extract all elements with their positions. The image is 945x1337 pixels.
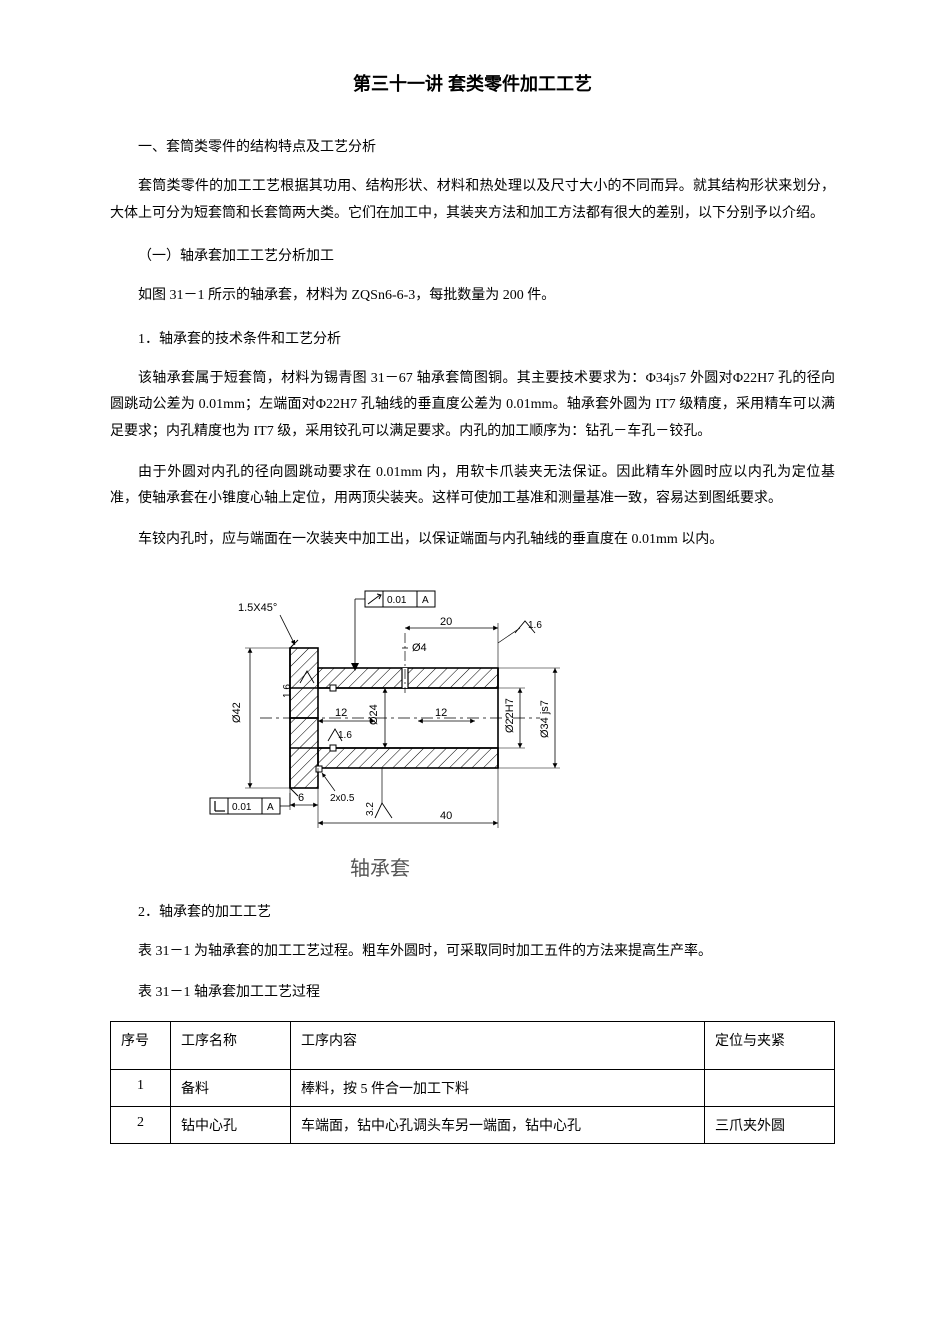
sf-1.6-lower: 1.6: [328, 729, 352, 741]
dim-d4: Ø4: [412, 642, 427, 654]
paragraph-table-ref: 表 31－1 为轴承套的加工工艺过程。粗车外圆时，可采取同时加工五件的方法来提高…: [110, 939, 835, 966]
svg-text:A: A: [267, 802, 274, 813]
dim-d24: Ø24: [368, 705, 380, 726]
cell-name: 钻中心孔: [171, 1106, 291, 1143]
svg-text:A: A: [422, 595, 429, 606]
dim-20: 20: [440, 616, 452, 628]
heading-3: 1．轴承套的技术条件和工艺分析: [110, 328, 835, 348]
heading-4: 2．轴承套的加工工艺: [110, 901, 835, 921]
paragraph-tech-2: 由于外圆对内孔的径向圆跳动要求在 0.01mm 内，用软卡爪装夹无法保证。因此精…: [110, 460, 835, 513]
label-chamfer: 1.5X45°: [238, 602, 277, 614]
table-header-row: 序号 工序名称 工序内容 定位与夹紧: [111, 1021, 835, 1069]
dim-groove: 2x0.5: [330, 793, 355, 804]
diagram-caption: 轴承套: [350, 852, 835, 881]
dim-40: 40: [440, 810, 452, 822]
cell-content: 车端面，钻中心孔调头车另一端面，钻中心孔: [291, 1106, 705, 1143]
svg-text:1.6: 1.6: [282, 684, 293, 698]
cell-fix: 三爪夹外圆: [705, 1106, 835, 1143]
dim-12b: 12: [435, 707, 447, 719]
process-table: 序号 工序名称 工序内容 定位与夹紧 1 备料 棒料，按 5 件合一加工下料 2…: [110, 1021, 835, 1144]
table-caption: 表 31－1 轴承套加工工艺过程: [110, 980, 835, 1007]
dim-d42: Ø42: [231, 703, 243, 724]
paragraph-intro: 套筒类零件的加工工艺根据其功用、结构形状、材料和热处理以及尺寸大小的不同而异。就…: [110, 174, 835, 227]
col-seq: 序号: [111, 1021, 171, 1069]
dim-d34js7: Ø34 js7: [539, 700, 551, 738]
dim-12a: 12: [335, 707, 347, 719]
page-title: 第三十一讲 套类零件加工工艺: [110, 70, 835, 96]
col-content: 工序内容: [291, 1021, 705, 1069]
svg-text:3.2: 3.2: [365, 802, 376, 816]
paragraph-tech-1: 该轴承套属于短套筒，材料为锡青图 31－67 轴承套筒图铜。其主要技术要求为：Φ…: [110, 366, 835, 446]
table-row: 1 备料 棒料，按 5 件合一加工下料: [111, 1069, 835, 1106]
svg-text:0.01: 0.01: [387, 595, 407, 606]
sf-3.2: 3.2: [365, 768, 392, 818]
fcf-runout: 0.01 A: [351, 591, 435, 671]
dim-d22h7: Ø22H7: [504, 698, 516, 733]
cell-seq: 1: [111, 1069, 171, 1106]
cell-content: 棒料，按 5 件合一加工下料: [291, 1069, 705, 1106]
col-fix: 定位与夹紧: [705, 1021, 835, 1069]
sf-1.6-right: 1.6: [498, 620, 542, 643]
table-row: 2 钻中心孔 车端面，钻中心孔调头车另一端面，钻中心孔 三爪夹外圆: [111, 1106, 835, 1143]
heading-1: 一、套筒类零件的结构特点及工艺分析: [110, 136, 835, 156]
paragraph-fig-ref: 如图 31－1 所示的轴承套，材料为 ZQSn6-6-3，每批数量为 200 件…: [110, 283, 835, 310]
heading-2: （一）轴承套加工工艺分析加工: [110, 245, 835, 265]
col-name: 工序名称: [171, 1021, 291, 1069]
cell-fix: [705, 1069, 835, 1106]
fcf-perpendicularity: 0.01 A: [210, 793, 290, 814]
svg-text:1.6: 1.6: [338, 730, 352, 741]
svg-text:0.01: 0.01: [232, 802, 252, 813]
cell-name: 备料: [171, 1069, 291, 1106]
svg-text:1.6: 1.6: [528, 620, 542, 631]
dim-6: 6: [298, 792, 304, 804]
cell-seq: 2: [111, 1106, 171, 1143]
paragraph-tech-3: 车铰内孔时，应与端面在一次装夹中加工出，以保证端面与内孔轴线的垂直度在 0.01…: [110, 527, 835, 554]
bearing-sleeve-diagram: 1.5X45° 0.01 A 20 Ø4: [180, 573, 835, 881]
